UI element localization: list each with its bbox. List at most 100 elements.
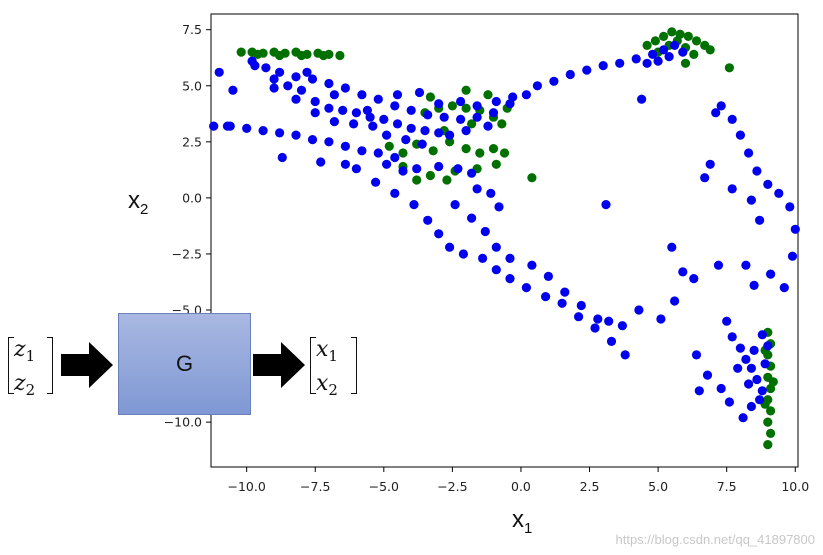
- scatter-point: [620, 350, 630, 360]
- output-bracket-left: [310, 337, 316, 394]
- scatter-point: [543, 271, 554, 281]
- scatter-point: [423, 110, 433, 120]
- scatter-point: [258, 126, 268, 136]
- scatter-point: [478, 253, 488, 263]
- scatter-point: [357, 146, 367, 156]
- scatter-point: [680, 58, 691, 68]
- scatter-point: [406, 105, 416, 115]
- scatter-point: [527, 173, 537, 183]
- scatter-point: [691, 36, 702, 46]
- input-bracket-left: [8, 337, 14, 394]
- x-tick-label: 2.5: [580, 479, 600, 494]
- scatter-point: [480, 226, 490, 237]
- x-tick-label: 7.5: [717, 479, 737, 494]
- scatter-point: [425, 92, 435, 102]
- y-tick-label: 7.5: [182, 22, 202, 37]
- scatter-point: [483, 121, 493, 131]
- x-tick-label: 10.0: [781, 479, 809, 494]
- scatter-point: [398, 148, 408, 158]
- x-tick-label: 0.0: [511, 479, 531, 494]
- scatter-point: [467, 119, 477, 129]
- x-tick-label: −10.0: [228, 479, 266, 494]
- scatter-point: [741, 354, 751, 364]
- scatter-point: [689, 274, 699, 284]
- scatter-point: [434, 99, 444, 109]
- scatter-point: [574, 312, 584, 322]
- scatter-point: [689, 49, 699, 60]
- scatter-point: [409, 200, 419, 210]
- scatter-point: [373, 94, 383, 104]
- scatter-point: [461, 85, 471, 95]
- scatter-point: [392, 119, 403, 129]
- scatter-point: [310, 96, 320, 107]
- scatter-point: [368, 121, 378, 131]
- scatter-point: [785, 202, 795, 212]
- scatter-point: [763, 440, 773, 450]
- scatter-point: [461, 144, 471, 154]
- scatter-point: [521, 283, 532, 293]
- axes-border: [210, 13, 799, 468]
- x-tick-label: −7.5: [300, 479, 330, 494]
- scatter-point: [351, 164, 361, 174]
- scatter-point: [634, 305, 644, 315]
- scatter-point: [420, 126, 430, 136]
- scatter-point: [590, 323, 600, 333]
- scatter-point: [472, 112, 482, 122]
- scatter-point: [214, 67, 224, 77]
- scatter-point: [727, 114, 737, 124]
- scatter-point: [549, 76, 559, 86]
- scatter-point: [617, 321, 628, 331]
- scatter-point: [656, 314, 666, 324]
- scatter-point: [458, 249, 468, 259]
- scatter-point: [738, 413, 748, 423]
- scatter-point: [390, 152, 400, 163]
- scatter-point: [757, 386, 767, 396]
- scatter-point: [766, 269, 776, 279]
- scatter-point: [425, 170, 435, 181]
- x-tick-label: −5.0: [369, 479, 399, 494]
- scatter-point: [727, 184, 737, 194]
- scatter-point: [316, 157, 326, 167]
- y-tick-label: −10.0: [164, 415, 202, 430]
- scatter-point: [642, 40, 652, 51]
- scatter-point: [763, 341, 773, 351]
- scatter-point: [307, 135, 318, 145]
- scatter-point: [467, 213, 477, 223]
- scatter-point: [499, 148, 510, 158]
- scatter-point: [505, 253, 515, 263]
- scatter-point: [340, 141, 350, 151]
- scatter-point: [310, 108, 320, 118]
- scatter-point: [601, 200, 611, 210]
- generator-box: G: [118, 313, 251, 415]
- scatter-point: [349, 119, 359, 129]
- scatter-point: [275, 128, 285, 138]
- scatter-point: [491, 265, 501, 275]
- scatter-point: [664, 52, 674, 62]
- scatter-point: [642, 58, 652, 68]
- scatter-point: [228, 85, 238, 95]
- scatter-point: [755, 395, 765, 405]
- scatter-point: [324, 137, 334, 147]
- scatter-point: [678, 267, 688, 277]
- scatter-point: [296, 85, 307, 95]
- scatter-point: [716, 383, 726, 394]
- scatter-point: [392, 90, 403, 100]
- scatter-point: [439, 112, 449, 122]
- scatter-point: [291, 94, 301, 104]
- scatter-point: [335, 50, 345, 61]
- scatter-point: [752, 166, 762, 176]
- scatter-point: [428, 146, 438, 156]
- scatter-point: [491, 242, 501, 252]
- scatter-point: [475, 148, 485, 158]
- scatter-point: [557, 298, 567, 308]
- x-axis-label: x1: [512, 506, 532, 537]
- scatter-point: [637, 94, 647, 104]
- scatter-point: [582, 65, 592, 75]
- scatter-point: [702, 370, 713, 380]
- scatter-point: [724, 63, 735, 73]
- scatter-point: [593, 314, 603, 324]
- scatter-point: [497, 119, 507, 129]
- scatter-point: [291, 72, 301, 82]
- y-tick-label: −2.5: [172, 246, 202, 261]
